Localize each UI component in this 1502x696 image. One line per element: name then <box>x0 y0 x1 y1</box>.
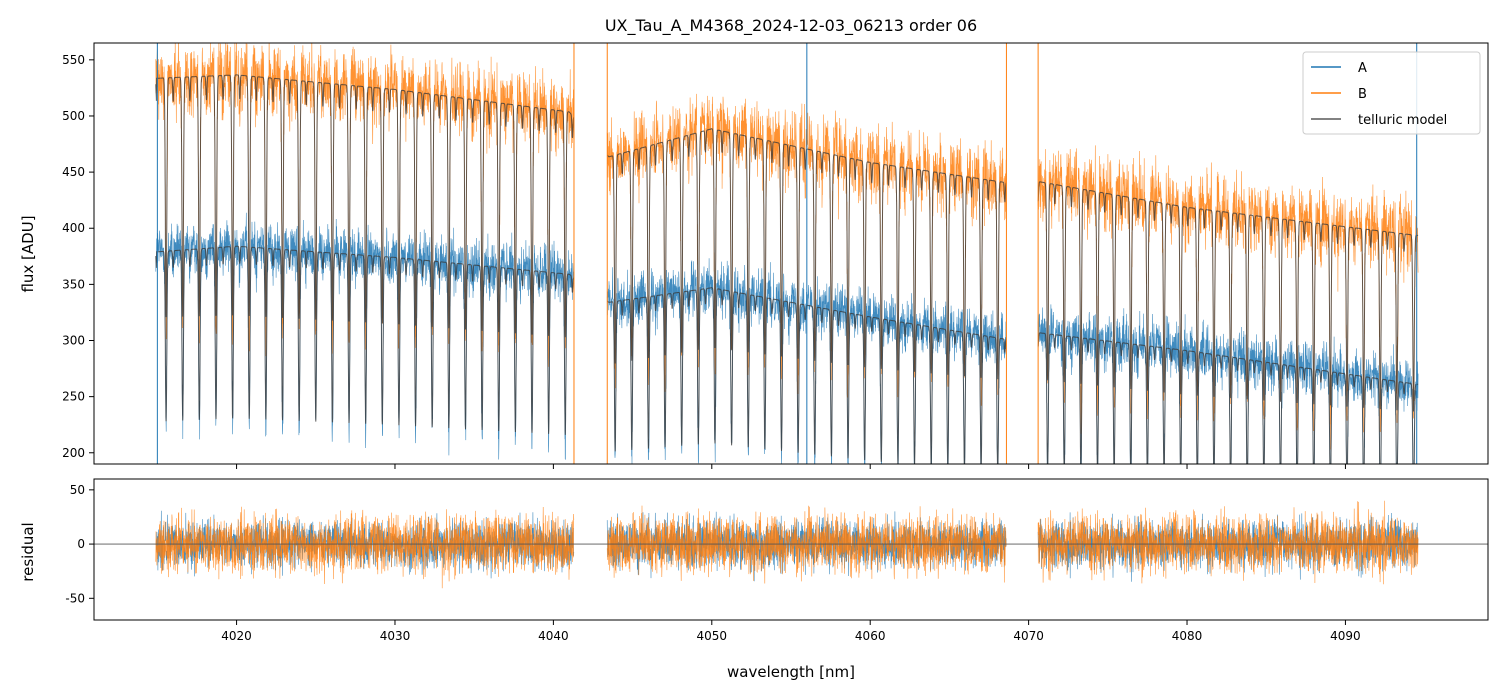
residual-x-tick-label: 4040 <box>538 629 569 643</box>
residual-x-tick-label: 4020 <box>221 629 252 643</box>
flux-x-ticks <box>236 464 1346 469</box>
flux-y-tick-label: 300 <box>62 334 85 348</box>
residual-b-segment-1 <box>155 506 575 589</box>
flux-axes: 200 250 300 350 400 450 500 550 flux [ADU] <box>19 42 1489 469</box>
telluric-model-b-segment-1 <box>155 74 575 338</box>
chart-title: UX_Tau_A_M4368_2024-12-03_06213 order 06 <box>605 16 977 36</box>
legend-frame <box>1302 51 1481 135</box>
residual-x-tick-label: 4090 <box>1330 629 1361 643</box>
flux-plot-area <box>155 43 1419 464</box>
legend-label-telluric: telluric model <box>1358 113 1447 128</box>
legend-label-b: B <box>1358 87 1367 102</box>
residual-b-series <box>155 500 1419 589</box>
residual-b-segment-3 <box>1037 500 1419 585</box>
residual-y-tick-label: -50 <box>65 591 85 605</box>
residual-x-tick-label: 4050 <box>697 629 728 643</box>
flux-y-ticks: 200 250 300 350 400 450 500 550 <box>62 53 94 460</box>
telluric-model-series <box>155 74 1419 464</box>
residual-y-tick-label: 50 <box>70 483 85 497</box>
residual-x-tick-label: 4070 <box>1013 629 1044 643</box>
flux-y-tick-label: 250 <box>62 390 85 404</box>
flux-y-tick-label: 350 <box>62 277 85 291</box>
residual-x-label: wavelength [nm] <box>727 663 855 681</box>
flux-axes-frame <box>93 42 1489 465</box>
residual-y-label: residual <box>19 522 37 581</box>
telluric-model-a-segment-1 <box>155 245 575 435</box>
residual-x-tick-label: 4080 <box>1172 629 1203 643</box>
flux-y-tick-label: 450 <box>62 165 85 179</box>
residual-x-tick-label: 4060 <box>855 629 886 643</box>
residual-x-ticks: 4020 4030 4040 4050 4060 4070 4080 4090 <box>221 620 1361 643</box>
telluric-model-b-segment-3 <box>1037 181 1419 412</box>
spectrum-b-segment-3 <box>1037 145 1419 450</box>
residual-x-tick-label: 4030 <box>380 629 411 643</box>
legend-label-a: A <box>1358 61 1367 76</box>
spectrum-a-segment-3 <box>1037 304 1419 464</box>
flux-y-label: flux [ADU] <box>19 215 37 292</box>
residual-y-tick-label: 0 <box>77 537 85 551</box>
telluric-model-a-segment-3 <box>1037 332 1419 464</box>
residual-axes-frame <box>93 478 1489 621</box>
flux-y-tick-label: 400 <box>62 221 85 235</box>
flux-y-tick-label: 200 <box>62 446 85 460</box>
residual-y-ticks: -50 0 50 <box>65 483 94 605</box>
residual-plot-area <box>94 500 1488 589</box>
flux-y-tick-label: 550 <box>62 53 85 67</box>
flux-y-tick-label: 500 <box>62 109 85 123</box>
legend: A B telluric model <box>1302 51 1481 135</box>
residual-b-segment-2 <box>606 505 1007 584</box>
